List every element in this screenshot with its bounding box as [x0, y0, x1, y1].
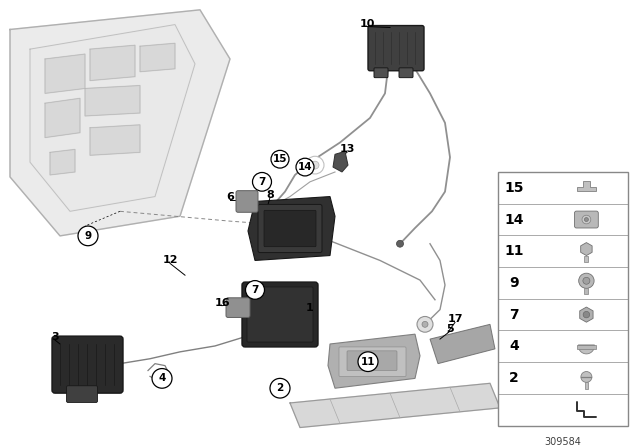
- Polygon shape: [248, 197, 335, 260]
- Polygon shape: [290, 383, 500, 427]
- Circle shape: [269, 203, 275, 210]
- Polygon shape: [430, 324, 495, 364]
- Bar: [584, 289, 588, 294]
- Circle shape: [579, 273, 594, 289]
- Text: 7: 7: [509, 308, 519, 322]
- Circle shape: [78, 226, 98, 246]
- Circle shape: [358, 352, 378, 371]
- FancyBboxPatch shape: [258, 204, 322, 253]
- Text: 12: 12: [163, 255, 178, 266]
- Circle shape: [306, 156, 324, 174]
- Circle shape: [582, 215, 591, 224]
- Circle shape: [584, 218, 588, 221]
- Text: 3: 3: [51, 332, 59, 342]
- Circle shape: [397, 240, 403, 247]
- Circle shape: [422, 321, 428, 327]
- Text: 7: 7: [259, 177, 266, 187]
- Polygon shape: [90, 45, 135, 81]
- Text: 8: 8: [266, 190, 274, 200]
- Circle shape: [152, 369, 172, 388]
- Text: 4: 4: [158, 373, 166, 383]
- Polygon shape: [140, 43, 175, 72]
- FancyBboxPatch shape: [242, 282, 318, 347]
- Text: 9: 9: [509, 276, 519, 290]
- Bar: [585, 382, 588, 389]
- Circle shape: [417, 316, 433, 332]
- Text: 2: 2: [509, 371, 519, 385]
- FancyBboxPatch shape: [247, 287, 313, 342]
- Circle shape: [583, 311, 589, 318]
- FancyBboxPatch shape: [374, 68, 388, 78]
- FancyBboxPatch shape: [67, 386, 97, 402]
- FancyBboxPatch shape: [339, 347, 406, 376]
- Polygon shape: [45, 54, 85, 93]
- Circle shape: [271, 151, 289, 168]
- Polygon shape: [50, 149, 75, 175]
- Text: 11: 11: [504, 244, 524, 258]
- Text: 9: 9: [84, 231, 92, 241]
- Polygon shape: [578, 345, 595, 354]
- Polygon shape: [580, 242, 592, 255]
- Polygon shape: [333, 151, 348, 172]
- FancyBboxPatch shape: [368, 26, 424, 71]
- Text: 309584: 309584: [545, 437, 581, 448]
- FancyBboxPatch shape: [575, 211, 598, 228]
- Bar: [498, 172, 628, 426]
- Polygon shape: [328, 334, 420, 388]
- Circle shape: [311, 161, 319, 169]
- Text: 7: 7: [252, 285, 259, 295]
- FancyBboxPatch shape: [347, 351, 397, 370]
- Polygon shape: [85, 86, 140, 116]
- Polygon shape: [90, 125, 140, 155]
- Circle shape: [246, 280, 264, 299]
- Text: 13: 13: [339, 144, 355, 155]
- Bar: [584, 255, 588, 262]
- FancyBboxPatch shape: [399, 68, 413, 78]
- Text: 5: 5: [446, 324, 454, 334]
- Circle shape: [583, 277, 590, 284]
- FancyBboxPatch shape: [236, 191, 258, 212]
- FancyBboxPatch shape: [264, 210, 316, 247]
- Text: 16: 16: [214, 298, 230, 308]
- Text: 6: 6: [226, 192, 234, 202]
- Polygon shape: [45, 98, 80, 138]
- Text: 15: 15: [273, 154, 287, 164]
- Text: 14: 14: [298, 162, 312, 172]
- Circle shape: [270, 379, 290, 398]
- FancyBboxPatch shape: [52, 336, 123, 393]
- Circle shape: [581, 371, 592, 382]
- Text: 1: 1: [306, 303, 314, 313]
- Circle shape: [253, 172, 271, 191]
- Text: 4: 4: [509, 339, 519, 353]
- Text: 10: 10: [359, 18, 374, 29]
- Polygon shape: [30, 25, 195, 211]
- Circle shape: [296, 158, 314, 176]
- Text: 17: 17: [447, 314, 463, 324]
- Polygon shape: [10, 10, 230, 236]
- Text: 15: 15: [504, 181, 524, 195]
- Text: 2: 2: [276, 383, 284, 393]
- FancyBboxPatch shape: [226, 298, 250, 318]
- Text: 14: 14: [504, 212, 524, 227]
- Text: 11: 11: [361, 357, 375, 366]
- Polygon shape: [577, 181, 596, 191]
- Bar: [577, 345, 596, 349]
- Polygon shape: [580, 307, 593, 322]
